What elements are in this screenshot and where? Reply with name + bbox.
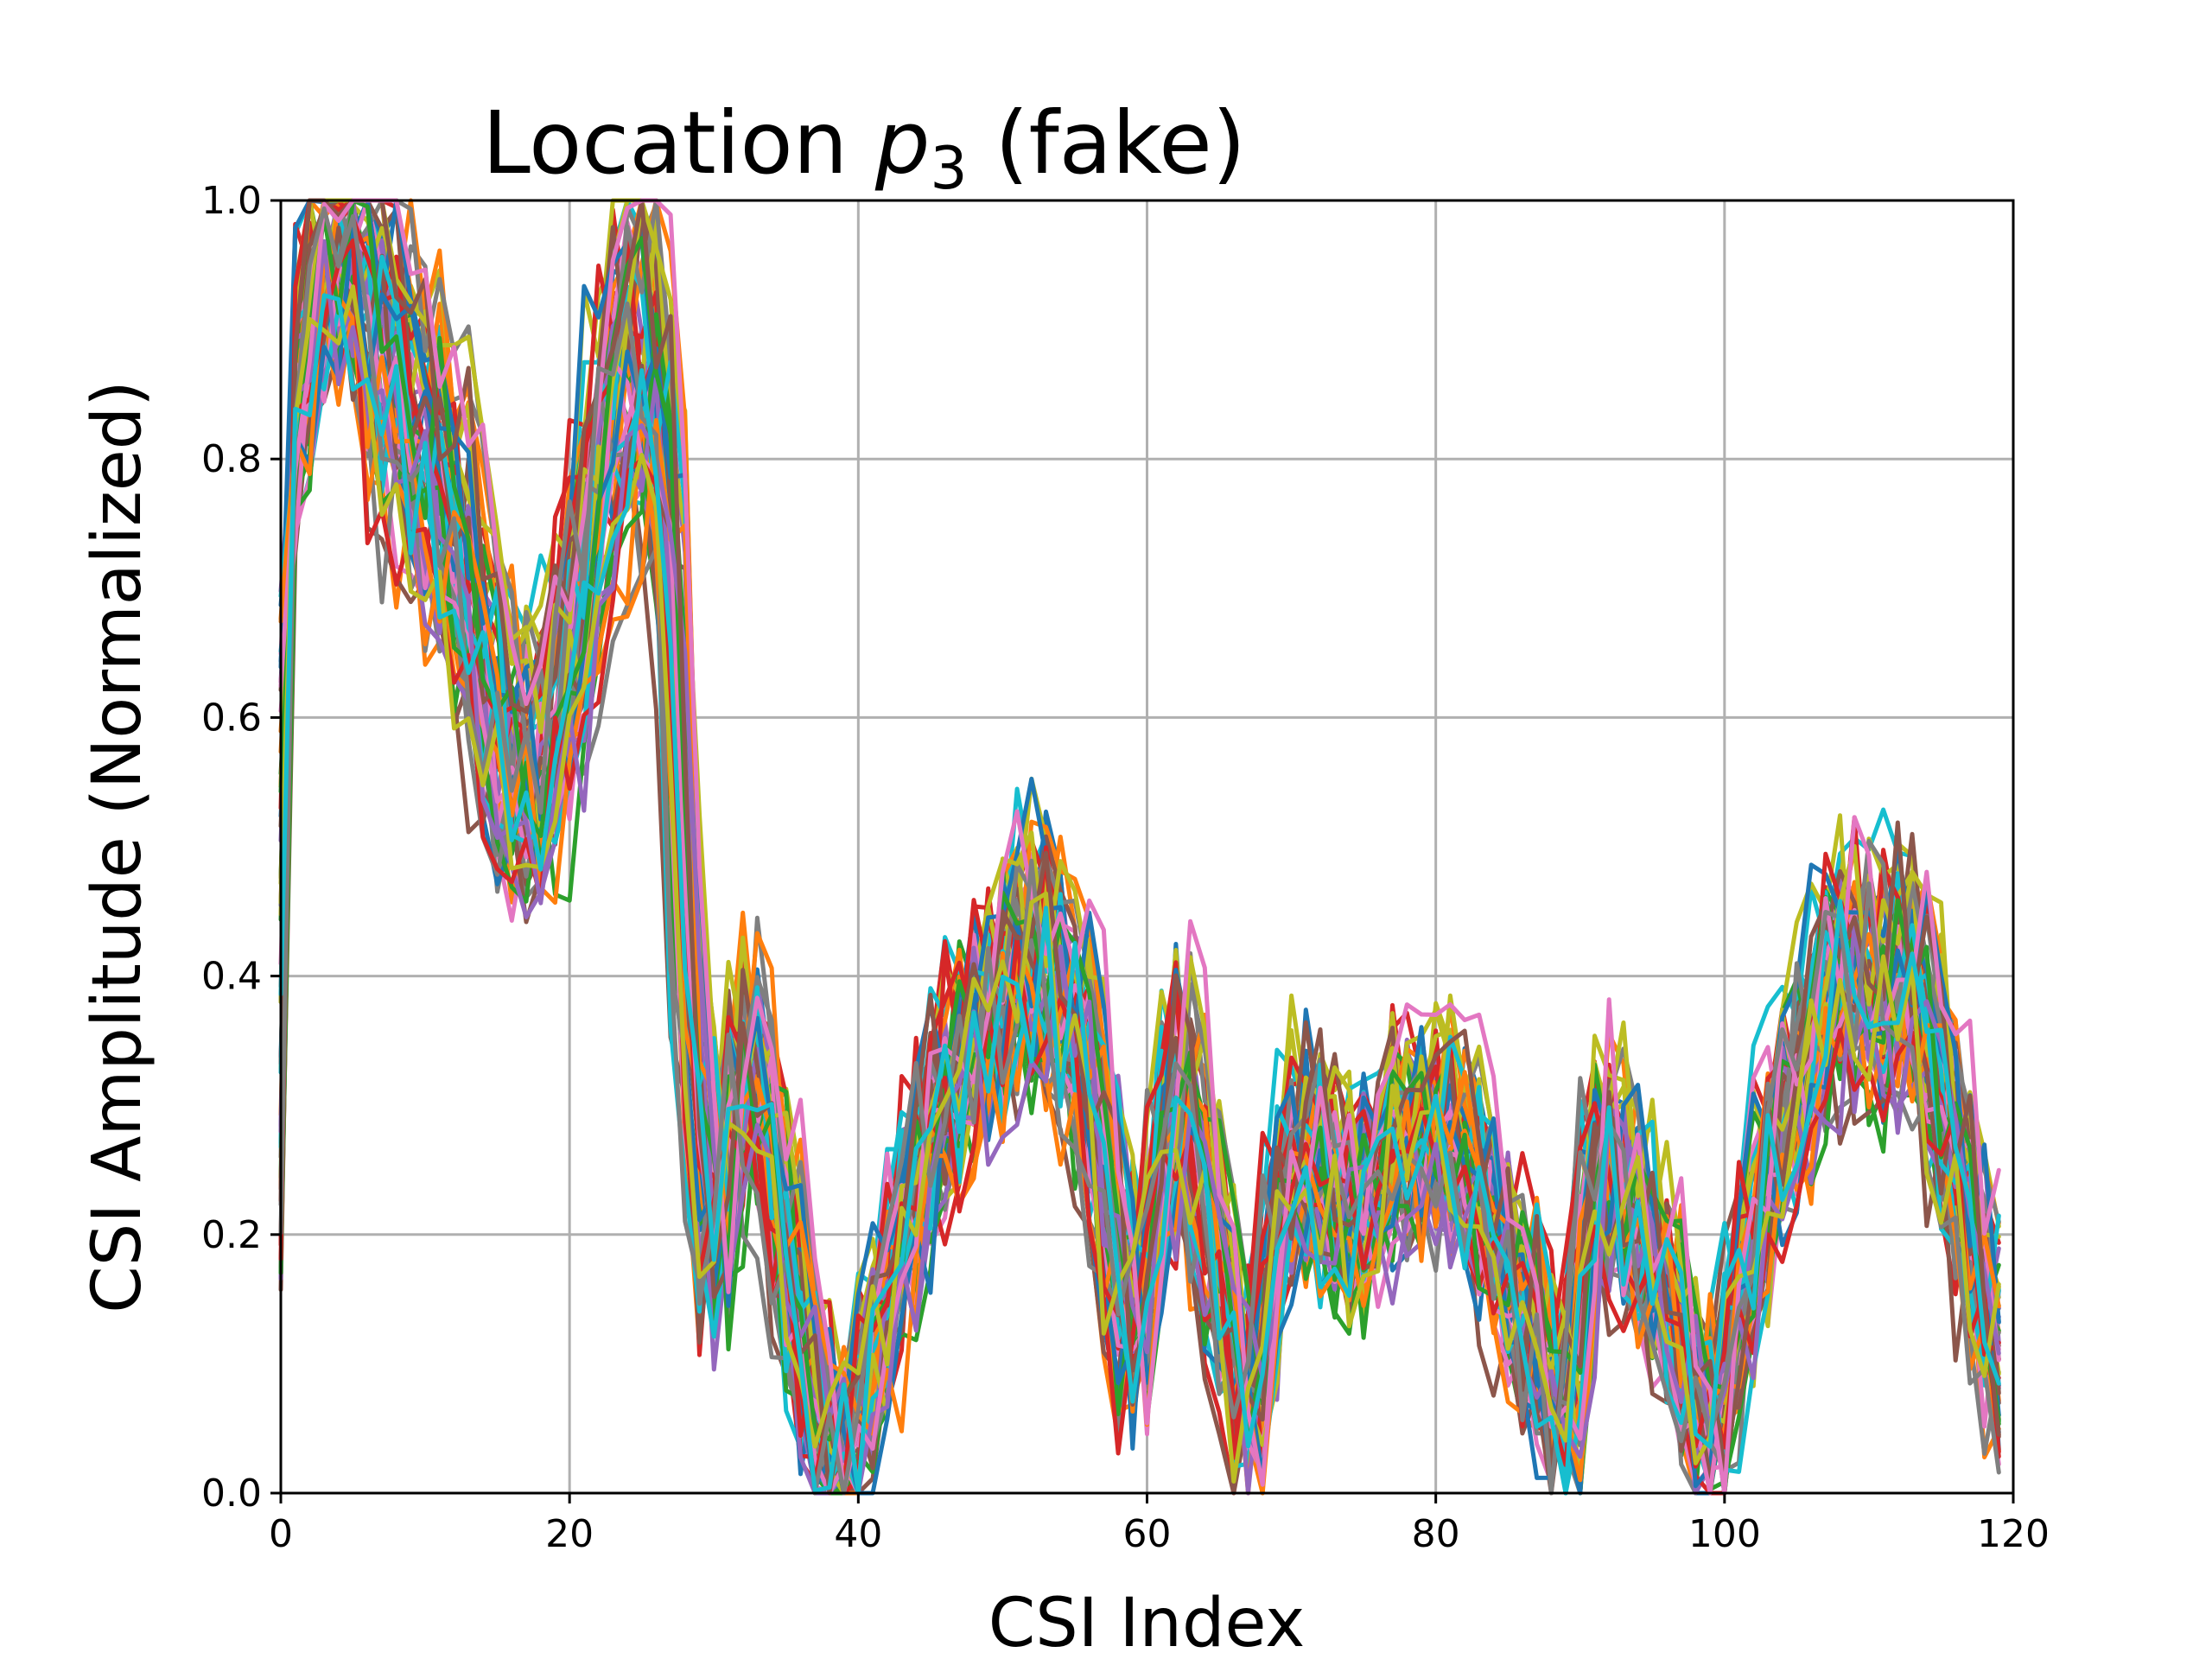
x-tick-label: 40 <box>834 1512 882 1556</box>
x-axis-label: CSI Index <box>988 1585 1306 1659</box>
x-tick-label: 120 <box>1977 1512 2050 1556</box>
y-axis-label: CSI Amplitude (Normalized) <box>79 380 156 1313</box>
x-tick-label: 100 <box>1688 1512 1761 1556</box>
series-line <box>278 293 2001 1496</box>
series-lines <box>278 198 2001 1496</box>
y-tick-label: 1.0 <box>201 179 262 223</box>
y-tick-label: 0.4 <box>201 955 262 999</box>
x-tick-label: 60 <box>1123 1512 1172 1556</box>
y-tick-label: 0.0 <box>201 1471 262 1516</box>
chart-title: Location p3 (fake) <box>482 92 1246 203</box>
x-tick-label: 20 <box>545 1512 594 1556</box>
y-tick-label: 0.2 <box>201 1213 262 1257</box>
x-tick-label: 0 <box>269 1512 293 1556</box>
axis-ticks: 0 20 40 60 80 100 120 0.0 0.2 0.4 0.6 0.8 1.0 <box>201 179 2050 1556</box>
x-tick-label: 80 <box>1412 1512 1460 1556</box>
y-tick-label: 0.8 <box>201 437 262 481</box>
y-tick-label: 0.6 <box>201 696 262 740</box>
